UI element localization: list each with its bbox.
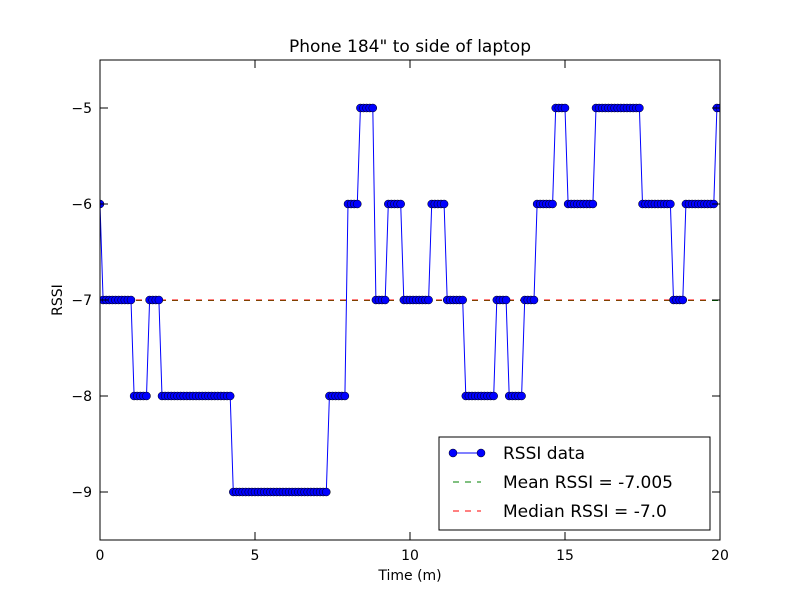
- legend: RSSI data Mean RSSI = -7.005 Median RSSI…: [438, 436, 711, 531]
- y-tick-label: −9: [71, 485, 92, 501]
- rssi-data-point: [439, 199, 449, 209]
- legend-median-label: Median RSSI = -7.0: [503, 502, 667, 522]
- x-axis-label: Time (m): [377, 568, 441, 584]
- rssi-data-point: [635, 103, 644, 113]
- rssi-data-point: [126, 295, 136, 305]
- y-axis-label: RSSI: [50, 284, 66, 316]
- rssi-data-point: [396, 199, 405, 209]
- x-tick-label: 15: [556, 548, 574, 564]
- x-tick-label: 0: [96, 548, 105, 564]
- rssi-data-point: [368, 103, 378, 113]
- rssi-data-point: [424, 295, 433, 305]
- rssi-data-point: [154, 295, 164, 305]
- rssi-data-point: [560, 103, 570, 113]
- rssi-data-point: [678, 295, 688, 305]
- rssi-data-point: [225, 391, 235, 401]
- y-tick-label: −7: [71, 293, 92, 309]
- x-tick-label: 5: [251, 548, 260, 564]
- rssi-data-point: [458, 295, 467, 305]
- x-tick-label: 20: [711, 548, 729, 564]
- rssi-data-point: [142, 391, 151, 401]
- rssi-data-point: [489, 391, 498, 401]
- rssi-data-point: [588, 199, 598, 209]
- rssi-data-point: [322, 487, 331, 497]
- legend-mean-label: Mean RSSI = -7.005: [503, 473, 673, 493]
- y-tick-label: −5: [71, 101, 92, 117]
- y-tick-label: −6: [71, 197, 92, 213]
- rssi-data-point: [353, 199, 362, 209]
- legend-rssi-marker: [476, 448, 486, 458]
- ticks-layer: 0 5 10 15 20 −9 −8 −7 −6 −5: [71, 60, 729, 564]
- chart-title: Phone 184" to side of laptop: [289, 37, 531, 57]
- rssi-data-point: [517, 391, 526, 401]
- rssi-data-point: [501, 295, 511, 305]
- legend-rssi-label: RSSI data: [503, 444, 585, 464]
- x-tick-label: 10: [401, 548, 419, 564]
- rssi-data-point: [666, 199, 675, 209]
- rssi-data-point: [529, 295, 539, 305]
- rssi-data-point: [340, 391, 350, 401]
- legend-rssi-marker: [448, 448, 458, 458]
- rssi-data-point: [548, 199, 557, 209]
- rssi-data-point: [380, 295, 390, 305]
- y-tick-label: −8: [71, 389, 92, 405]
